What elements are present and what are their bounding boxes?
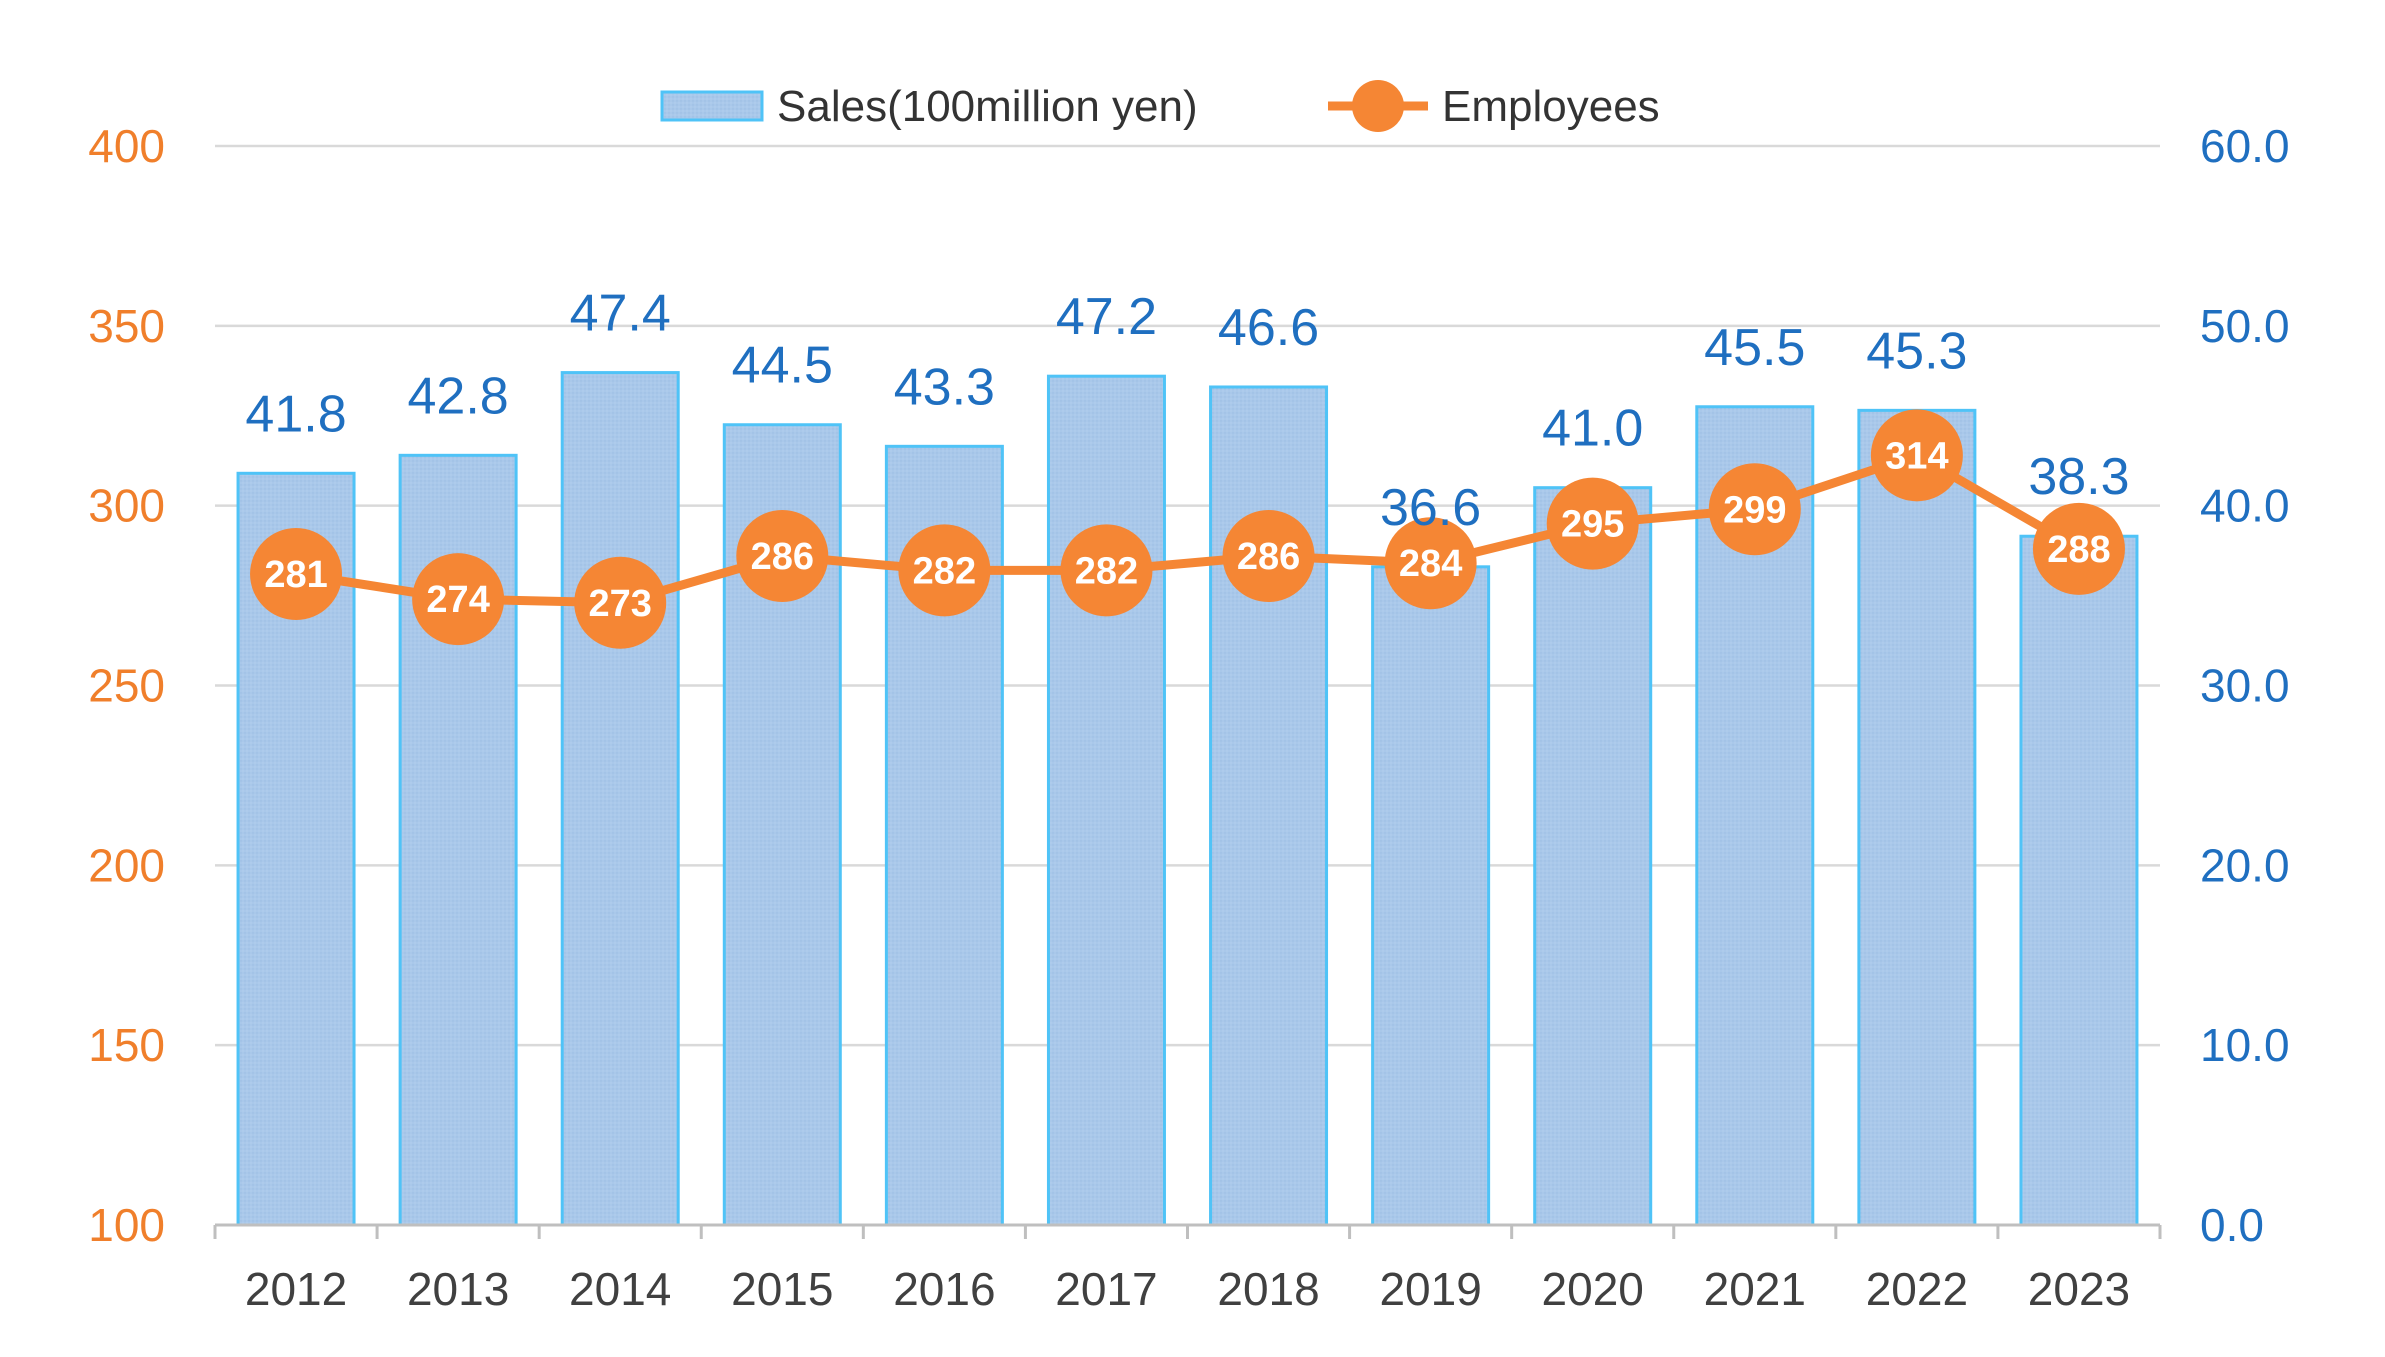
left-axis-tick-label: 350	[88, 300, 165, 352]
employees-value-label: 281	[264, 554, 327, 596]
employees-value-label: 274	[426, 579, 489, 621]
bar-value-label: 43.3	[894, 358, 995, 416]
bar	[1533, 486, 1653, 1227]
bar-value-label: 46.6	[1218, 299, 1319, 357]
employees-point	[1870, 409, 1963, 502]
right-axis-tick-label: 40.0	[2200, 480, 2290, 532]
employees-point	[1060, 524, 1153, 617]
right-axis-tick-label: 20.0	[2200, 839, 2290, 891]
bar-value-label: 45.5	[1704, 319, 1805, 377]
employees-point	[1384, 517, 1477, 610]
x-axis-tick-label: 2017	[1055, 1263, 1157, 1315]
bar-series-sales	[236, 371, 2139, 1227]
bar-value-label: 41.8	[245, 385, 346, 443]
left-axis-tick-label: 400	[88, 120, 165, 172]
employees-point	[898, 524, 991, 617]
employees-point	[736, 510, 829, 603]
legend-label-employees: Employees	[1442, 82, 1660, 131]
x-axis-tick-label: 2012	[245, 1263, 347, 1315]
employees-value-label: 284	[1399, 543, 1462, 585]
x-axis-tick-label: 2021	[1704, 1263, 1806, 1315]
x-axis-tick-label: 2018	[1217, 1263, 1319, 1315]
bar-value-label: 41.0	[1542, 400, 1643, 458]
right-axis-tick-label: 30.0	[2200, 660, 2290, 712]
right-axis-tick-label: 10.0	[2200, 1019, 2290, 1071]
left-axis-tick-label: 200	[88, 839, 165, 891]
axes: 100 150 200 250 300 350 400 0.0 10.0 20.0 30.0 40.0…	[88, 120, 2289, 1315]
line-series-employees	[250, 409, 2125, 649]
x-axis-tick-label: 2019	[1379, 1263, 1481, 1315]
employees-point	[2032, 502, 2125, 595]
bar	[1857, 408, 1977, 1227]
employees-value-label: 286	[1237, 536, 1300, 578]
employees-value-label: 273	[589, 583, 652, 625]
x-axis-tick-label: 2013	[407, 1263, 509, 1315]
bar	[1371, 565, 1491, 1227]
right-axis-tick-label: 50.0	[2200, 300, 2290, 352]
gridlines	[215, 144, 2160, 1047]
legend-label-sales: Sales(100million yen)	[777, 82, 1198, 131]
employees-value-label: 314	[1885, 435, 1948, 477]
x-axis-tick-label: 2022	[1866, 1263, 1968, 1315]
bar-value-label: 45.3	[1866, 322, 1967, 380]
right-axis-tick-label: 60.0	[2200, 120, 2290, 172]
x-axis-tick-label: 2020	[1542, 1263, 1644, 1315]
legend-swatch-employees-marker	[1352, 80, 1404, 132]
bar-value-label: 36.6	[1380, 479, 1481, 537]
employees-point	[412, 553, 505, 646]
employees-value-label: 295	[1561, 504, 1624, 546]
employees-value-label: 282	[913, 550, 976, 592]
left-axis-tick-label: 150	[88, 1019, 165, 1071]
employees-value-label: 282	[1075, 550, 1138, 592]
x-axis-tick-label: 2016	[893, 1263, 995, 1315]
bar-value-label: 44.5	[732, 337, 833, 395]
bar-value-label: 47.2	[1056, 288, 1157, 346]
right-axis-tick-label: 0.0	[2200, 1199, 2264, 1251]
x-axis-tick-label: 2023	[2028, 1263, 2130, 1315]
employees-point	[1222, 510, 1315, 603]
bar-value-label: 38.3	[2028, 448, 2129, 506]
x-axis-tick-label: 2015	[731, 1263, 833, 1315]
left-axis-tick-label: 250	[88, 660, 165, 712]
employees-point	[1708, 463, 1801, 556]
data-labels: 41.8 42.8 47.4 44.5 43.3 47.2 46.6 36.6 41.0 45.5…	[245, 285, 2129, 625]
employees-point	[1546, 477, 1639, 570]
employees-point	[574, 556, 667, 649]
bar	[1046, 374, 1166, 1227]
legend: Sales(100million yen) Employees	[660, 80, 1660, 132]
bar	[560, 371, 680, 1227]
employees-point	[250, 528, 343, 621]
left-axis-tick-label: 300	[88, 480, 165, 532]
bar-value-label: 47.4	[570, 285, 671, 343]
employees-value-label: 288	[2047, 529, 2110, 571]
legend-swatch-sales	[660, 90, 764, 122]
bar-value-label: 42.8	[408, 367, 509, 425]
x-axis-tick-label: 2014	[569, 1263, 671, 1315]
employees-value-label: 299	[1723, 489, 1786, 531]
bar	[2019, 534, 2139, 1227]
left-axis-tick-label: 100	[88, 1199, 165, 1251]
employees-value-label: 286	[751, 536, 814, 578]
